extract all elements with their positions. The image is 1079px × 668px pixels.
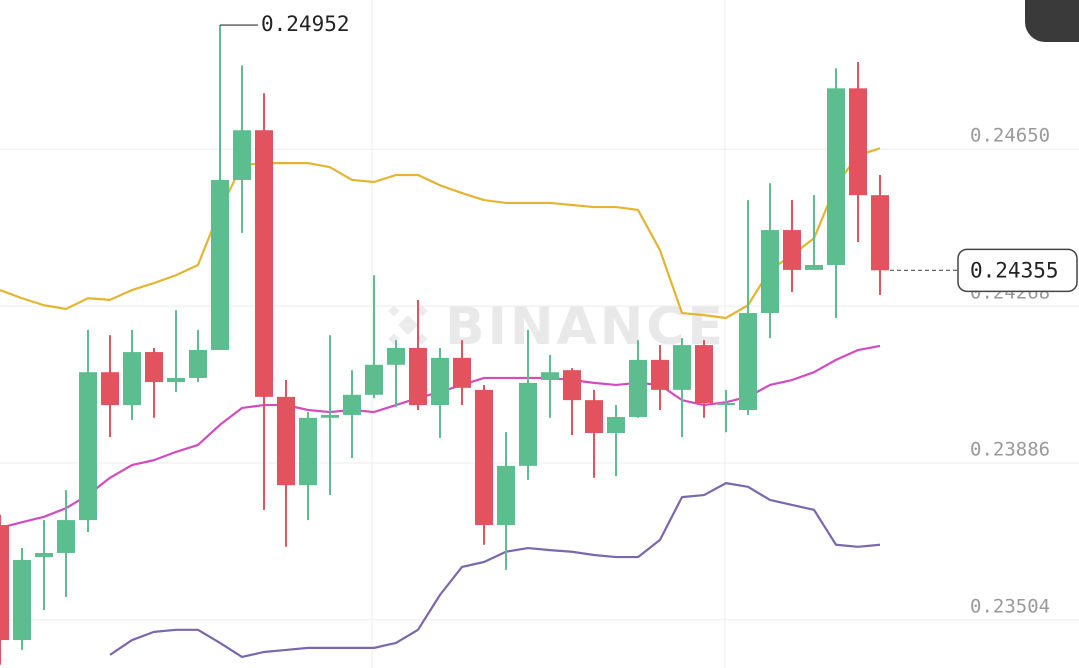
y-tick-label: 0.23886	[970, 438, 1050, 460]
last-price-box	[957, 248, 1078, 293]
candle-body	[717, 403, 735, 406]
corner-button[interactable]	[1025, 0, 1079, 42]
candle-body	[277, 396, 295, 486]
indicator-line	[0, 147, 881, 320]
max-label: 0.24952	[261, 12, 350, 36]
candle-body	[585, 400, 603, 434]
candle-body	[343, 394, 361, 415]
candle-body	[79, 372, 97, 521]
candle-body	[431, 357, 449, 406]
indicator-line	[109, 482, 881, 659]
candle-body	[519, 382, 537, 466]
candle-body	[673, 345, 691, 390]
candle-body	[255, 130, 273, 397]
candle-body	[761, 230, 779, 314]
candle-body	[475, 389, 493, 526]
last-price-label: 0.24355	[970, 258, 1059, 282]
candle-body	[57, 520, 75, 553]
y-tick-label: 0.24650	[970, 125, 1050, 147]
candle-body	[871, 195, 889, 271]
candle-body	[365, 364, 383, 395]
annotations: 0.24952 0.24355	[220, 12, 1078, 293]
candle-body	[35, 552, 53, 558]
candles	[0, 25, 889, 665]
candle-body	[607, 416, 625, 434]
candle-body	[123, 352, 141, 406]
candle-body	[805, 264, 823, 270]
candle-body	[387, 347, 405, 365]
candle-body	[13, 559, 31, 641]
candle-body	[409, 347, 427, 406]
candle-body	[541, 372, 559, 381]
candle-body	[651, 359, 669, 390]
candle-body	[453, 357, 471, 388]
watermark-logo	[388, 305, 428, 345]
candle-body	[233, 130, 251, 180]
candle-body	[563, 370, 581, 401]
candle-body	[167, 377, 185, 383]
candle-body	[0, 525, 9, 641]
candle-body	[827, 88, 845, 265]
candle-body	[145, 352, 163, 383]
candle-body	[321, 414, 339, 418]
candle-body	[101, 372, 119, 406]
candle-body	[695, 345, 713, 404]
candle-body	[849, 88, 867, 196]
y-tick-label: 0.23504	[970, 595, 1050, 617]
candle-body	[299, 417, 317, 486]
candle-body	[783, 230, 801, 270]
candle-body	[629, 359, 647, 417]
candle-body	[739, 313, 757, 411]
candle-body	[189, 350, 207, 378]
candle-body	[497, 465, 515, 526]
candle-body	[211, 179, 229, 351]
